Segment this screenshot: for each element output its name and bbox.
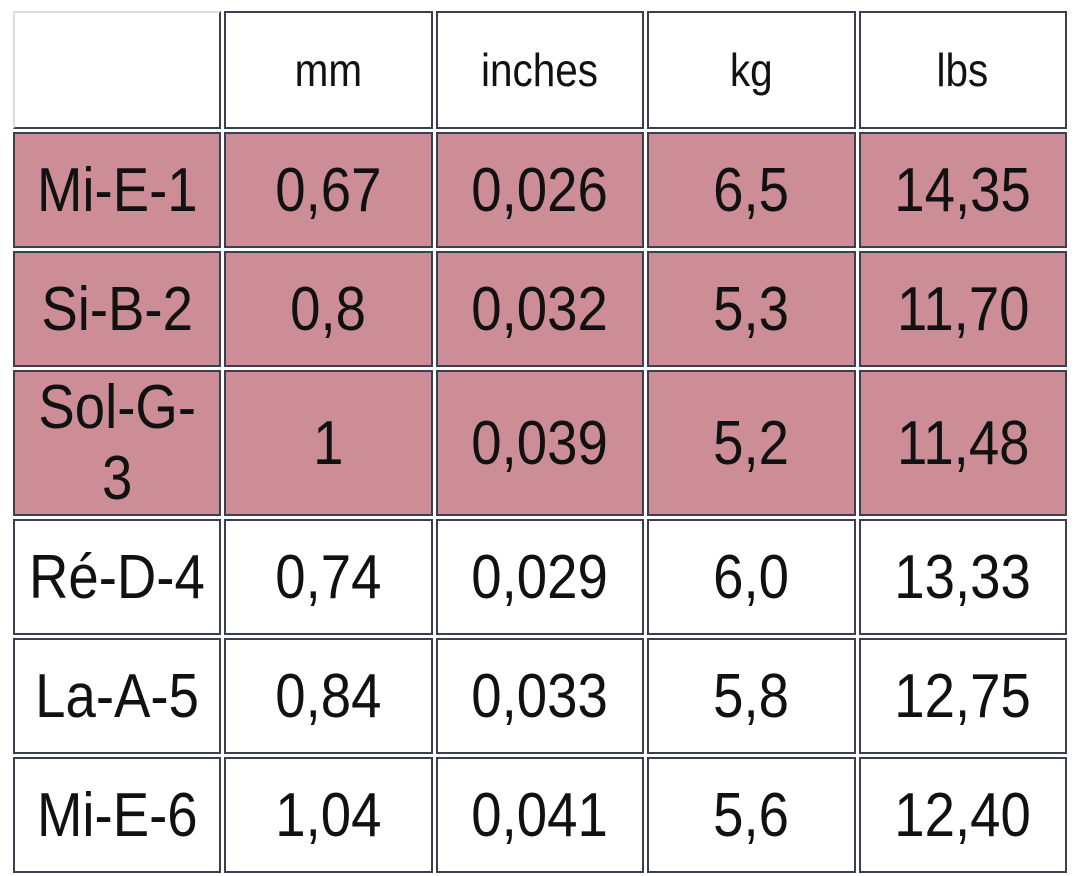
cell-text: 0,033 [471, 661, 609, 731]
value-cell: 6,5 [647, 132, 856, 248]
value-cell: 0,8 [224, 251, 433, 367]
value-cell: 0,74 [224, 519, 433, 635]
cell-text: 6,5 [713, 155, 790, 225]
value-cell: 6,0 [647, 519, 856, 635]
table-row: Mi-E-6 1,04 0,041 5,6 12,40 [13, 757, 1067, 873]
cell-text: mm [294, 44, 363, 96]
value-cell: 13,33 [858, 519, 1067, 635]
cell-text: 0,84 [275, 661, 382, 731]
cell-text: Ré-D-4 [29, 542, 206, 612]
cell-text: 14,35 [894, 155, 1032, 225]
row-label-cell: Mi-E-1 [13, 132, 222, 248]
row-label-cell: Sol-G-3 [13, 370, 222, 516]
cell-text: lbs [936, 44, 989, 96]
row-label-cell: La-A-5 [13, 638, 222, 754]
cell-text: 0,026 [471, 155, 609, 225]
table-body: Mi-E-1 0,67 0,026 6,5 14,35 Si-B-2 0,8 0,032 5,3… [13, 132, 1067, 873]
value-cell: 0,041 [435, 757, 645, 873]
cell-text: Mi-E-6 [36, 780, 198, 850]
value-cell: 5,8 [647, 638, 856, 754]
cell-text: 6,0 [713, 542, 790, 612]
cell-text: 0,8 [290, 274, 367, 344]
cell-text: 0,67 [275, 155, 382, 225]
value-cell: 12,75 [858, 638, 1067, 754]
cell-text: 13,33 [894, 542, 1032, 612]
value-cell: 0,026 [435, 132, 645, 248]
corner-cell [13, 11, 222, 129]
value-cell: 14,35 [858, 132, 1067, 248]
value-cell: 0,033 [435, 638, 645, 754]
cell-text: 11,48 [896, 408, 1030, 478]
cell-text: 0,039 [471, 408, 609, 478]
value-cell: 11,48 [858, 370, 1067, 516]
value-cell: 0,039 [435, 370, 645, 516]
cell-text: 5,8 [713, 661, 790, 731]
value-cell: 5,3 [647, 251, 856, 367]
cell-text: 0,041 [471, 780, 609, 850]
value-cell: 0,84 [224, 638, 433, 754]
value-cell: 12,40 [858, 757, 1067, 873]
cell-text: Mi-E-1 [36, 155, 198, 225]
header-cell: mm [224, 11, 433, 129]
header-cell: lbs [858, 11, 1067, 129]
cell-text: 5,3 [713, 274, 790, 344]
value-cell: 11,70 [858, 251, 1067, 367]
row-label-cell: Si-B-2 [13, 251, 222, 367]
table-row: Si-B-2 0,8 0,032 5,3 11,70 [13, 251, 1067, 367]
cell-text: 0,029 [471, 542, 609, 612]
value-cell: 1,04 [224, 757, 433, 873]
cell-text: 5,2 [713, 408, 790, 478]
cell-text: 1,04 [275, 780, 382, 850]
cell-text: 12,40 [894, 780, 1032, 850]
row-label-cell: Ré-D-4 [13, 519, 222, 635]
cell-text: La-A-5 [35, 661, 200, 731]
cell-text: kg [729, 44, 773, 96]
cell-text: 12,75 [894, 661, 1032, 731]
cell-text: 5,6 [713, 780, 790, 850]
header-cell: inches [435, 11, 645, 129]
table-row: La-A-5 0,84 0,033 5,8 12,75 [13, 638, 1067, 754]
spec-table: mm inches kg lbs Mi-E-1 0,67 0,026 6,5 14,35 Si-… [10, 8, 1070, 876]
cell-text: Sol-G-3 [38, 373, 197, 513]
cell-text: 1 [313, 408, 344, 478]
table-row: Ré-D-4 0,74 0,029 6,0 13,33 [13, 519, 1067, 635]
table-container: mm inches kg lbs Mi-E-1 0,67 0,026 6,5 14,35 Si-… [10, 8, 1070, 873]
value-cell: 5,6 [647, 757, 856, 873]
cell-text: Si-B-2 [41, 274, 193, 344]
value-cell: 0,032 [435, 251, 645, 367]
header-row: mm inches kg lbs [13, 11, 1067, 129]
cell-text: 0,032 [471, 274, 609, 344]
value-cell: 0,67 [224, 132, 433, 248]
value-cell: 1 [224, 370, 433, 516]
cell-text: inches [481, 44, 599, 96]
value-cell: 5,2 [647, 370, 856, 516]
cell-text: 11,70 [896, 274, 1030, 344]
value-cell: 0,029 [435, 519, 645, 635]
table-row: Mi-E-1 0,67 0,026 6,5 14,35 [13, 132, 1067, 248]
row-label-cell: Mi-E-6 [13, 757, 222, 873]
table-row: Sol-G-3 1 0,039 5,2 11,48 [13, 370, 1067, 516]
cell-text: 0,74 [275, 542, 382, 612]
header-cell: kg [647, 11, 856, 129]
